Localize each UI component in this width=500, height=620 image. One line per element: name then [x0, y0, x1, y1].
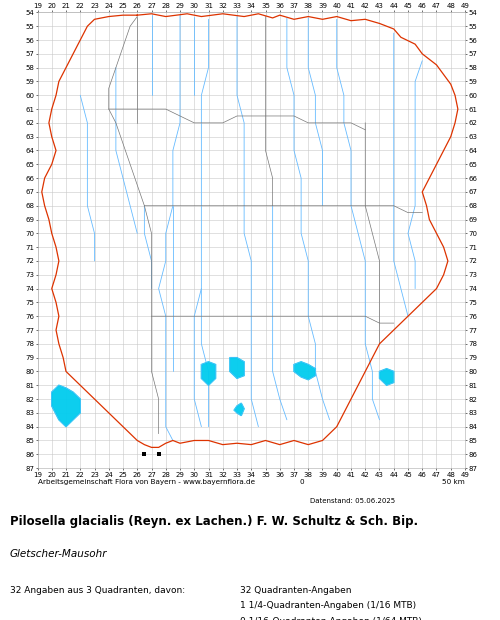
Polygon shape [294, 361, 316, 379]
Text: 32 Quadranten-Angaben: 32 Quadranten-Angaben [240, 586, 352, 595]
Polygon shape [202, 361, 215, 385]
Polygon shape [52, 385, 80, 427]
Polygon shape [234, 403, 244, 415]
Text: Arbeitsgemeinschaft Flora von Bayern - www.bayernflora.de: Arbeitsgemeinschaft Flora von Bayern - w… [38, 479, 254, 485]
Text: 32 Angaben aus 3 Quadranten, davon:: 32 Angaben aus 3 Quadranten, davon: [10, 586, 185, 595]
Text: 0: 0 [300, 479, 304, 485]
Text: 1 1/4-Quadranten-Angaben (1/16 MTB): 1 1/4-Quadranten-Angaben (1/16 MTB) [240, 601, 416, 611]
Text: Datenstand: 05.06.2025: Datenstand: 05.06.2025 [310, 498, 395, 504]
Polygon shape [230, 358, 244, 378]
Text: 0 1/16-Quadranten-Angaben (1/64 MTB): 0 1/16-Quadranten-Angaben (1/64 MTB) [240, 617, 422, 620]
Text: Pilosella glacialis (Reyn. ex Lachen.) F. W. Schultz & Sch. Bip.: Pilosella glacialis (Reyn. ex Lachen.) F… [10, 515, 418, 528]
Text: 50 km: 50 km [442, 479, 465, 485]
Polygon shape [380, 369, 394, 385]
Text: Gletscher-Mausohr: Gletscher-Mausohr [10, 549, 108, 559]
